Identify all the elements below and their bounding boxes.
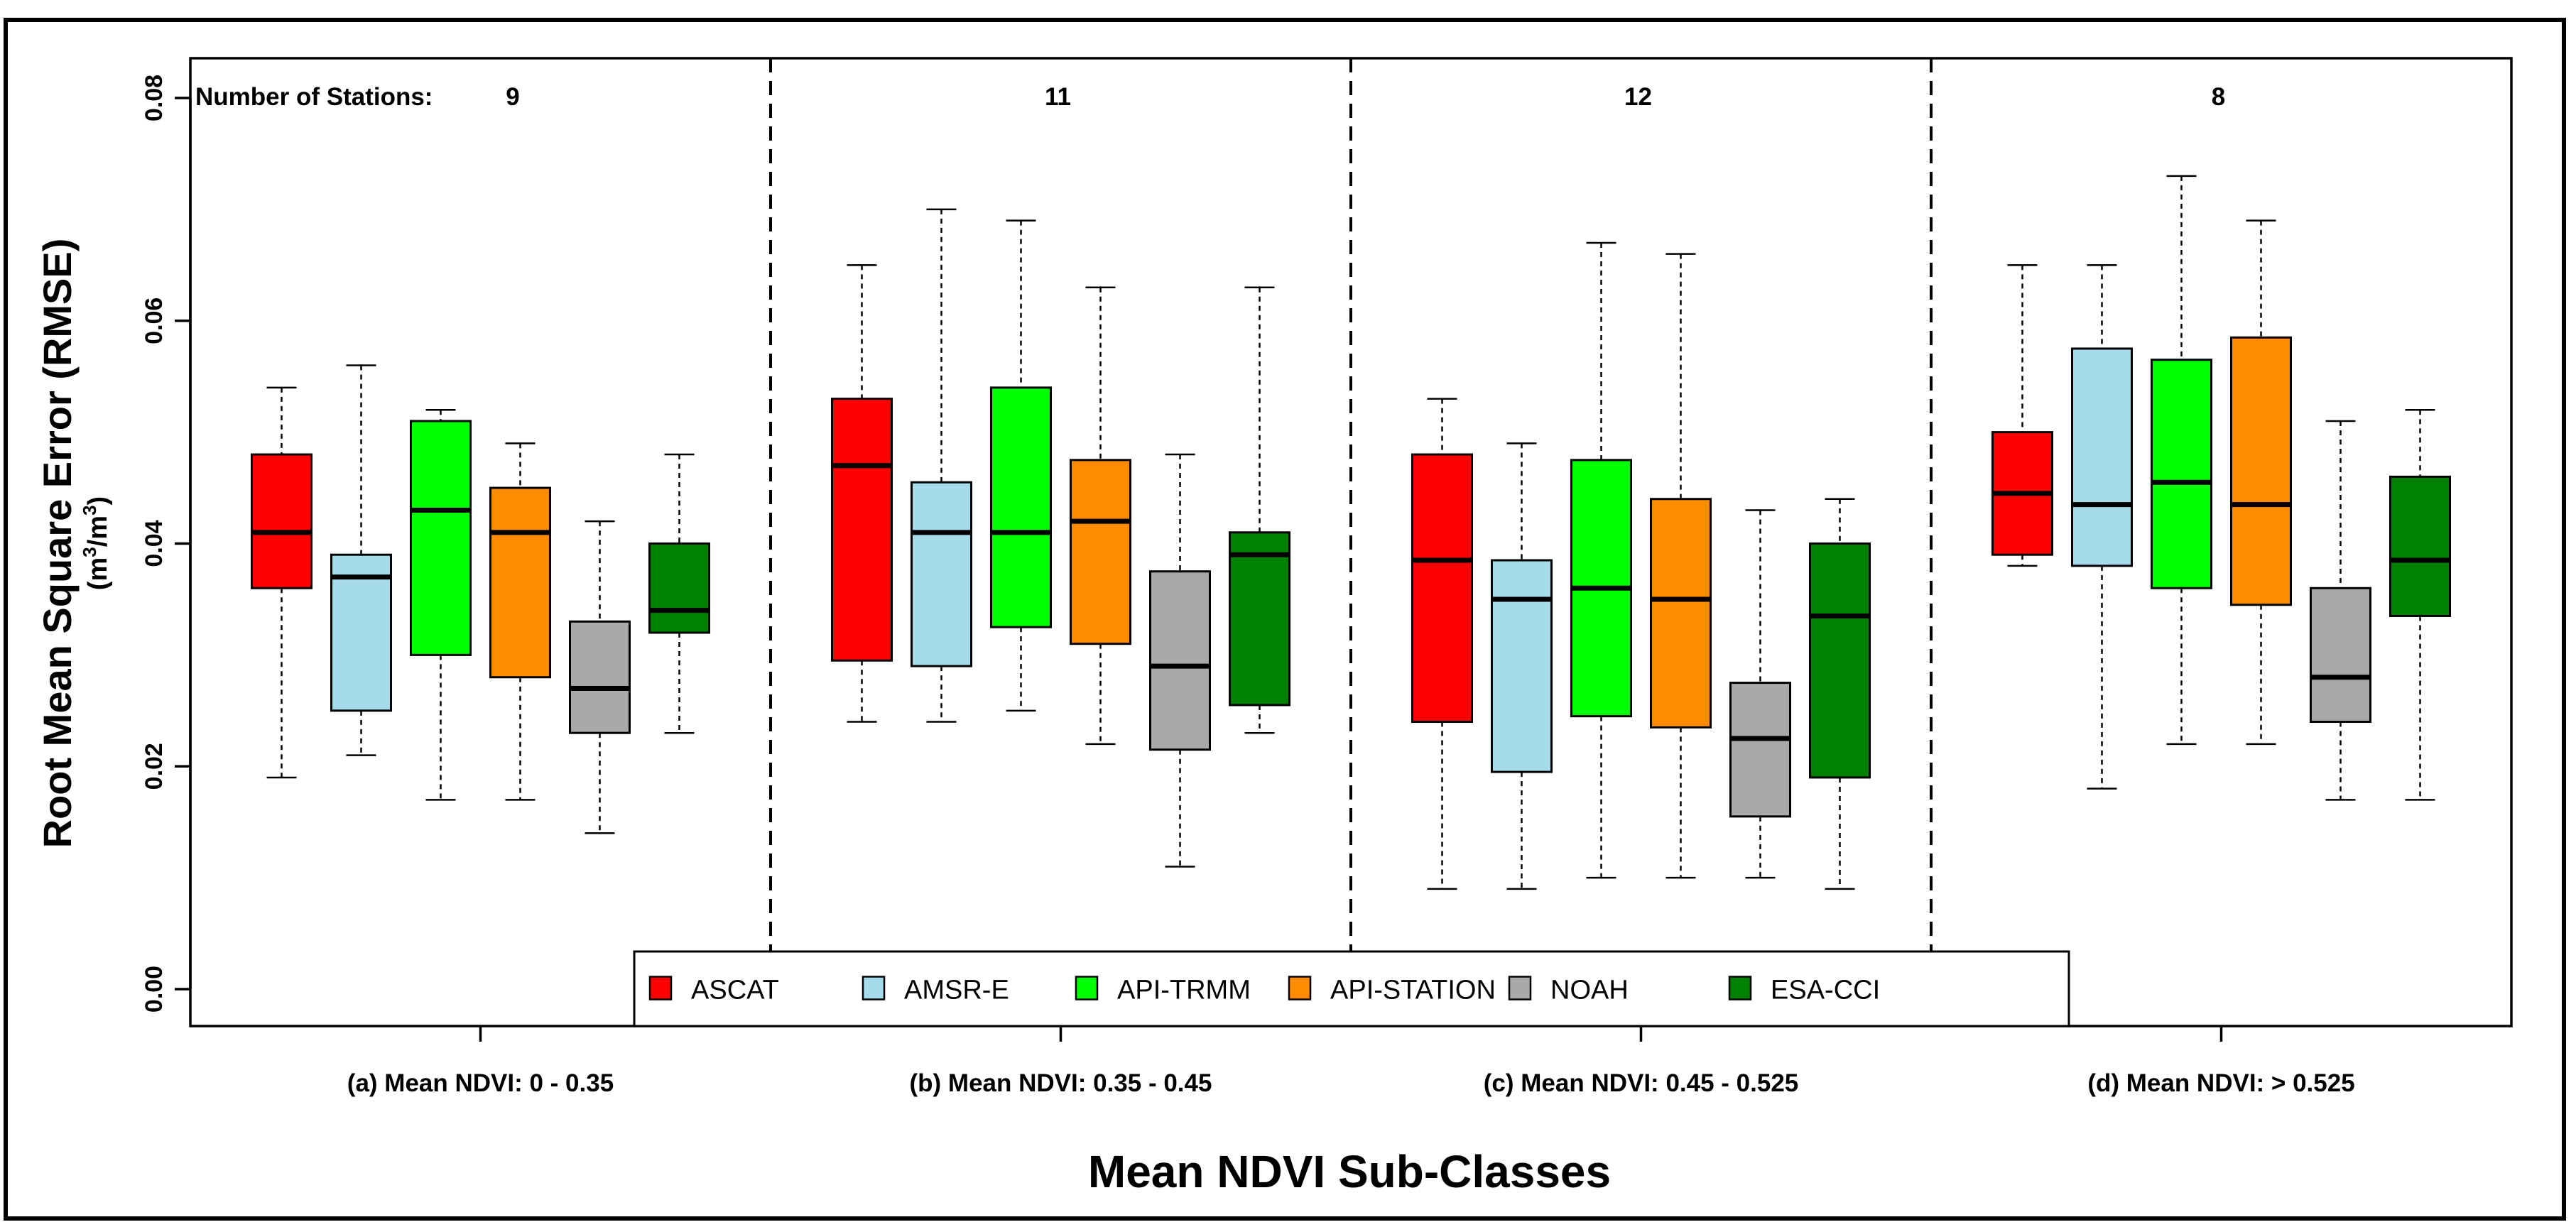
iqr-box — [2071, 347, 2133, 567]
boxplot-amsr-e — [911, 208, 972, 723]
legend-label: AMSR-E — [904, 976, 1009, 1005]
iqr-box — [911, 481, 972, 667]
legend-label: NOAH — [1550, 976, 1629, 1005]
iqr-box — [489, 486, 551, 679]
iqr-box — [1809, 542, 1871, 779]
x-tick-label: (d) Mean NDVI: > 0.525 — [2087, 1069, 2354, 1097]
legend-item: ESA-CCI — [1728, 976, 1880, 1005]
group-separators — [769, 58, 1933, 951]
boxplot-amsr-e — [330, 364, 392, 756]
legend-label: ESA-CCI — [1771, 976, 1880, 1005]
iqr-box — [569, 620, 631, 734]
iqr-box — [2151, 359, 2212, 589]
station-count-value: 9 — [506, 83, 519, 111]
y-unit-sup-1: 3 — [79, 547, 100, 557]
boxplot-ascat — [251, 386, 313, 779]
boxplot-api-station — [1070, 286, 1131, 746]
legend-label: API-STATION — [1330, 976, 1496, 1005]
iqr-box — [2230, 336, 2292, 606]
y-axis-title: Root Mean Square Error (RMSE) — [35, 239, 80, 849]
station-count-value: 11 — [1045, 83, 1071, 111]
boxplot-api-station — [1650, 253, 1712, 879]
legend-item: ASCAT — [648, 976, 779, 1005]
iqr-box — [2389, 475, 2451, 617]
boxplot-ascat — [1411, 398, 1473, 890]
station-count-labels: Number of Stations: 9 11 12 8 — [195, 83, 2225, 111]
legend-swatch — [1508, 976, 1532, 1000]
legend-item: API-TRMM — [1075, 976, 1251, 1005]
iqr-box — [1729, 682, 1791, 818]
boxplot-api-station — [489, 442, 551, 801]
legend-swatch — [1728, 976, 1752, 1000]
legend-label: API-TRMM — [1117, 976, 1251, 1005]
station-count-value: 8 — [2212, 83, 2225, 111]
iqr-box — [1491, 559, 1553, 773]
iqr-box — [1070, 459, 1131, 645]
iqr-box — [648, 542, 710, 634]
boxplot-noah — [1729, 509, 1791, 879]
boxplot-esa-cci — [2389, 409, 2451, 801]
legend-item: AMSR-E — [862, 976, 1009, 1005]
y-tick-label: 0.00 — [141, 966, 168, 1013]
boxplot-ascat — [1991, 264, 2053, 567]
boxplot-esa-cci — [648, 453, 710, 734]
legend-swatch — [648, 976, 673, 1000]
iqr-box — [410, 420, 472, 656]
iqr-box — [831, 398, 893, 662]
station-count-prefix: Number of Stations: — [195, 83, 433, 111]
legend-item: NOAH — [1508, 976, 1629, 1005]
boxplot-api-trmm — [990, 219, 1052, 712]
x-tick-label: (c) Mean NDVI: 0.45 - 0.525 — [1484, 1069, 1799, 1097]
iqr-box — [1411, 453, 1473, 723]
iqr-box — [1650, 498, 1712, 729]
iqr-box — [990, 386, 1052, 628]
boxplot-ascat — [831, 264, 893, 723]
boxplot-noah — [2310, 420, 2371, 801]
boxplot-marks — [251, 175, 2451, 890]
boxplot-api-trmm — [2151, 175, 2212, 746]
legend-swatch — [1075, 976, 1099, 1000]
boxplot-noah — [569, 520, 631, 834]
boxplot-api-trmm — [410, 409, 472, 801]
y-tick-label: 0.08 — [141, 75, 168, 121]
legend-item: API-STATION — [1288, 976, 1496, 1005]
boxplot-amsr-e — [1491, 442, 1553, 890]
figure-frame — [4, 18, 2566, 1221]
y-tick-label: 0.02 — [141, 743, 168, 790]
station-count-value: 12 — [1624, 83, 1652, 111]
y-axis: 0.00 0.02 0.04 0.06 0.08 — [141, 75, 192, 1013]
iqr-box — [1229, 531, 1290, 707]
iqr-box — [330, 553, 392, 712]
y-unit-close: ) — [83, 496, 113, 506]
boxplot-esa-cci — [1229, 286, 1290, 734]
boxplot-esa-cci — [1809, 498, 1871, 890]
iqr-box — [2310, 587, 2371, 723]
legend: ASCAT AMSR-E API-TRMM API-STATION NOAH ESA-CC… — [633, 950, 2070, 1027]
y-tick-label: 0.06 — [141, 298, 168, 344]
legend-swatch — [862, 976, 886, 1000]
x-tick-label: (b) Mean NDVI: 0.35 - 0.45 — [910, 1069, 1212, 1097]
y-tick-label: 0.04 — [141, 520, 168, 567]
boxplot-api-station — [2230, 219, 2292, 746]
legend-label: ASCAT — [691, 976, 779, 1005]
boxplot-api-trmm — [1570, 241, 1632, 879]
boxplot-noah — [1149, 453, 1211, 868]
y-unit-sup-2: 3 — [79, 505, 100, 515]
x-tick-label: (a) Mean NDVI: 0 - 0.35 — [347, 1069, 614, 1097]
boxplot-amsr-e — [2071, 264, 2133, 790]
y-unit-mid: /m — [83, 516, 113, 547]
x-axis-title: Mean NDVI Sub-Classes — [1088, 1146, 1611, 1197]
y-unit-base: (m — [83, 557, 113, 590]
iqr-box — [1149, 570, 1211, 751]
x-axis: (a) Mean NDVI: 0 - 0.35 (b) Mean NDVI: 0.… — [347, 1026, 2355, 1097]
y-axis-unit: (m3/m3) — [79, 496, 113, 590]
legend-swatch — [1288, 976, 1312, 1000]
iqr-box — [251, 453, 313, 589]
